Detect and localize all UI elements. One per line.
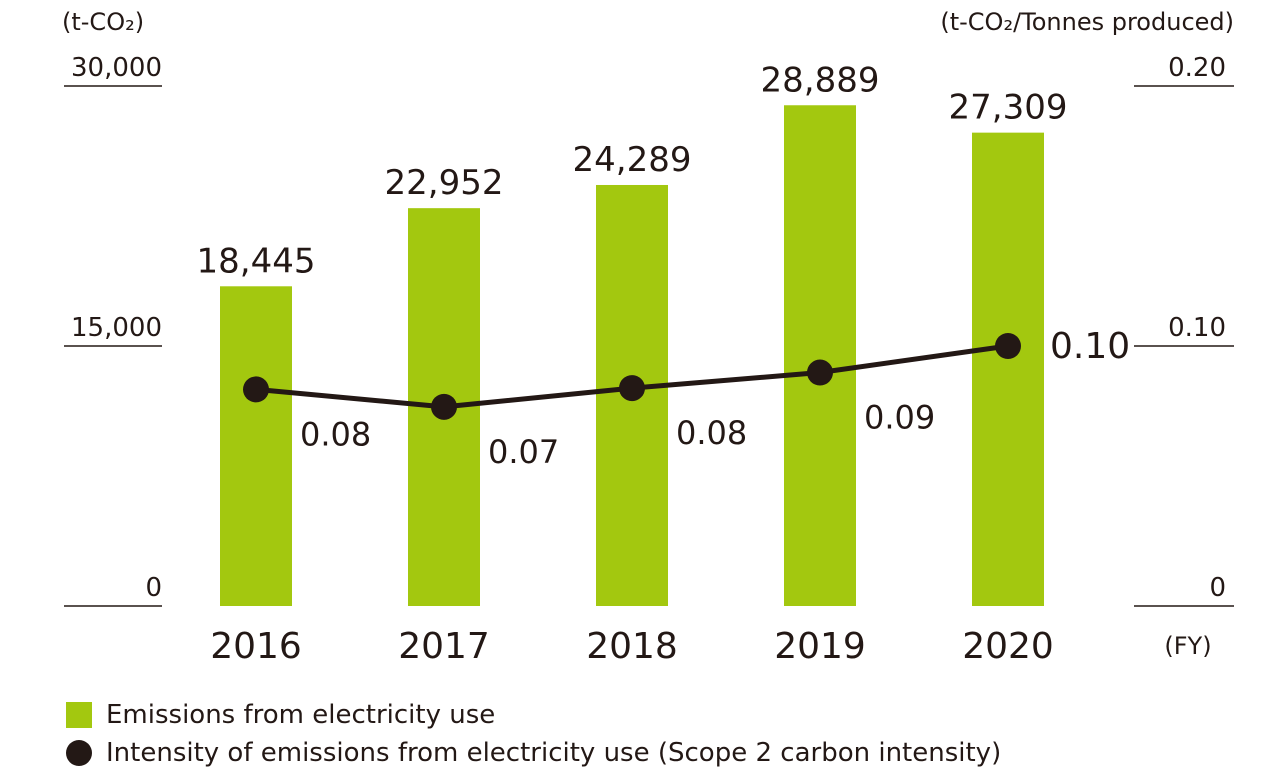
bar-value-label: 18,445 xyxy=(197,241,316,281)
bar-value-label: 22,952 xyxy=(385,163,504,203)
bar-value-label: 24,289 xyxy=(573,140,692,180)
category-label: 2018 xyxy=(586,626,678,667)
category-label: 2019 xyxy=(774,626,866,667)
x-axis-unit: (FY) xyxy=(1164,632,1211,660)
legend-item-intensity: Intensity of emissions from electricity … xyxy=(66,738,1001,768)
legend-label-emissions: Emissions from electricity use xyxy=(106,700,496,730)
legend-item-emissions: Emissions from electricity use xyxy=(66,700,495,730)
left-tick-label: 0 xyxy=(145,573,162,603)
x-axis: 2016 2017 2018 2019 2020 xyxy=(210,626,1054,667)
bar xyxy=(784,105,856,607)
bar xyxy=(220,286,292,606)
right-tick-label: 0.10 xyxy=(1168,313,1226,343)
intensity-point xyxy=(243,376,269,403)
left-tick-label: 15,000 xyxy=(71,313,162,343)
intensity-point xyxy=(995,333,1021,359)
left-axis-unit: (t-CO₂) xyxy=(62,8,144,36)
intensity-point xyxy=(619,375,645,402)
right-axis-unit: (t-CO₂/Tonnes produced) xyxy=(940,8,1234,36)
category-label: 2020 xyxy=(962,626,1054,667)
intensity-line: 0.08 0.07 0.08 0.09 0.10 xyxy=(243,326,1130,471)
bar xyxy=(972,132,1044,607)
bar-value-label: 27,309 xyxy=(949,88,1068,128)
left-axis: 0 15,000 30,000 xyxy=(64,53,162,607)
bars: 18,445 22,952 24,289 28,889 27,309 xyxy=(197,60,1068,607)
intensity-value-label: 0.09 xyxy=(864,399,935,437)
right-tick-label: 0 xyxy=(1209,573,1226,603)
legend-label-intensity: Intensity of emissions from electricity … xyxy=(106,738,1002,768)
intensity-value-label: 0.07 xyxy=(488,433,559,471)
intensity-value-label: 0.08 xyxy=(300,415,371,453)
left-tick-label: 30,000 xyxy=(71,53,162,83)
intensity-value-label: 0.10 xyxy=(1050,326,1130,367)
category-label: 2016 xyxy=(210,626,302,667)
right-axis: 0 0.10 0.20 xyxy=(1134,53,1234,607)
bar-value-label: 28,889 xyxy=(761,60,880,100)
intensity-point xyxy=(807,359,833,386)
intensity-point xyxy=(431,393,457,420)
legend-swatch-intensity xyxy=(66,740,92,766)
right-tick-label: 0.20 xyxy=(1168,53,1226,83)
legend-swatch-emissions xyxy=(66,702,92,728)
category-label: 2017 xyxy=(398,626,490,667)
intensity-value-label: 0.08 xyxy=(676,414,747,452)
